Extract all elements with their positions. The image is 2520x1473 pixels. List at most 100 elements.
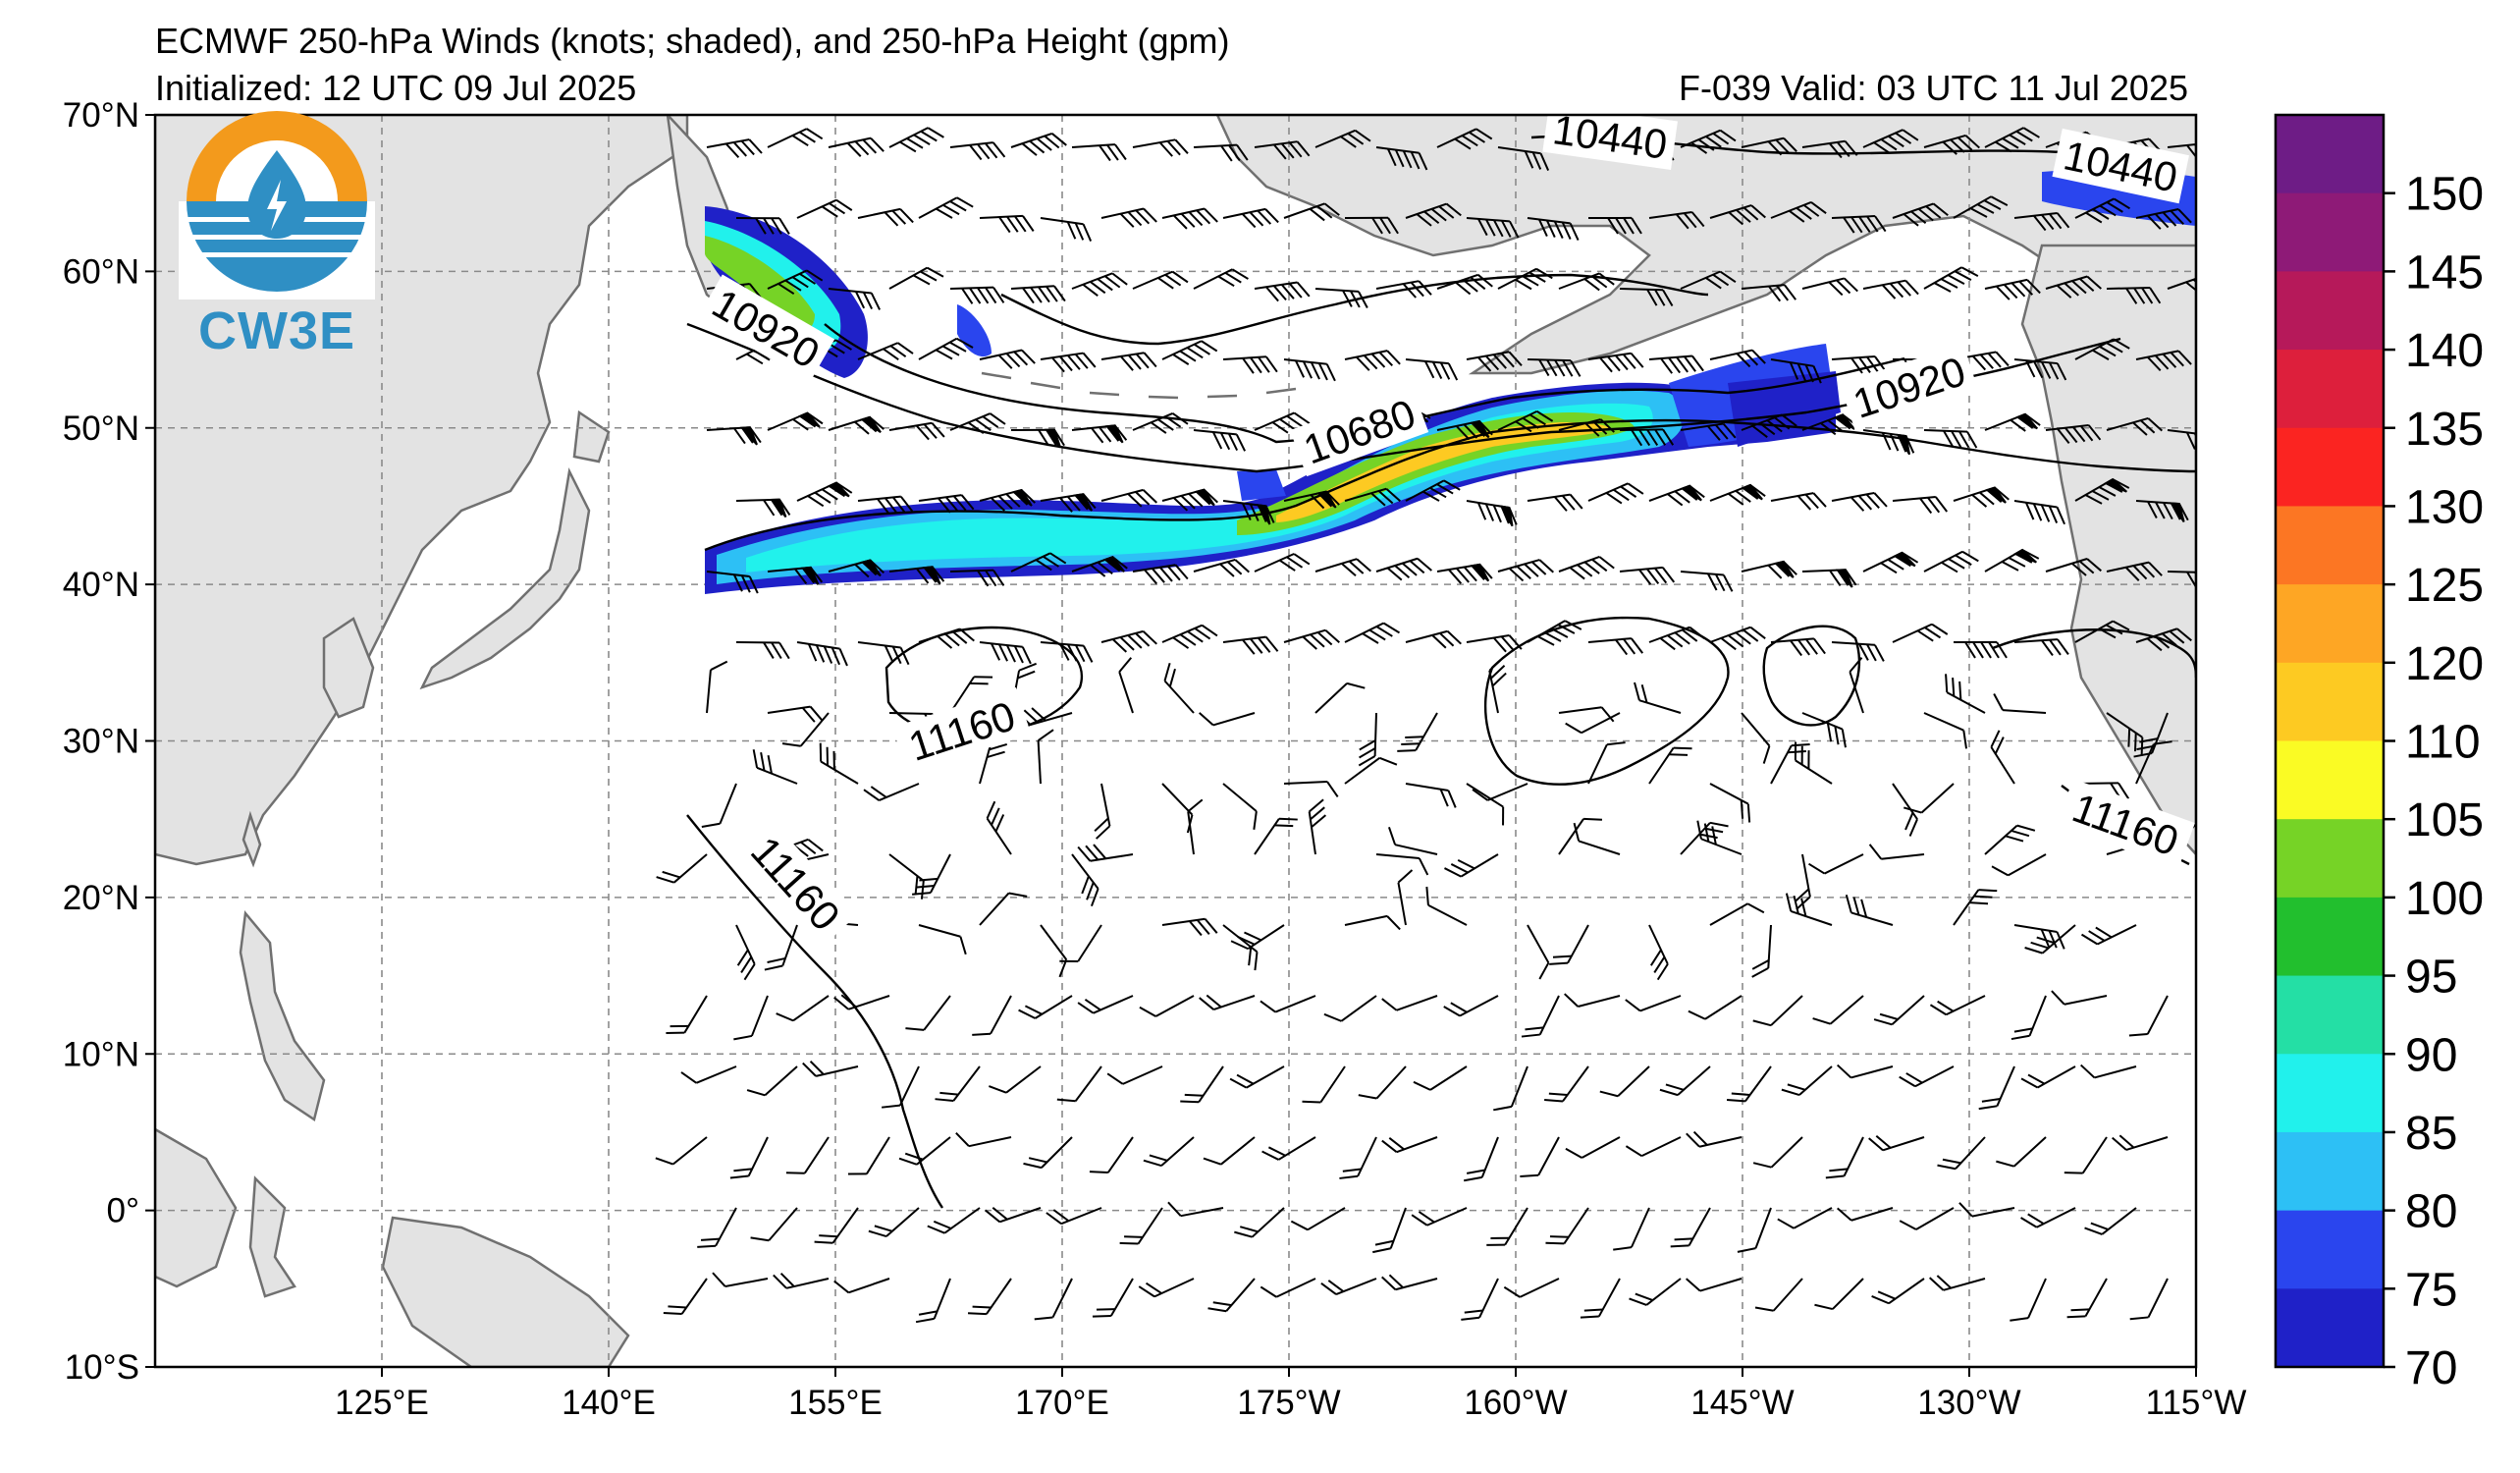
wind-barb [1193, 268, 1249, 290]
wind-barb [1161, 917, 1218, 937]
wind-barb [1558, 817, 1603, 855]
wind-barb [2074, 197, 2131, 224]
wind-barb [796, 481, 853, 508]
wind-barb [1411, 1207, 1468, 1227]
wind-barb [1862, 551, 1919, 574]
wind-barb [905, 995, 951, 1031]
lon-tick-label: 170°E [1015, 1384, 1109, 1422]
land-korea [322, 617, 375, 719]
wind-barb [979, 641, 1032, 665]
wind-barb [1545, 1207, 1589, 1245]
wind-barb [1254, 281, 1311, 302]
wind-barb [1161, 340, 1218, 365]
latitude-axis: 70°N 60°N 50°N 40°N 30°N 20°N 10°N 0° 10°S [63, 96, 155, 1387]
colorbar-tick-label: 95 [2405, 952, 2457, 1004]
wind-barb [1741, 712, 1771, 764]
wind-barb [1688, 995, 1743, 1020]
wind-barb [1892, 623, 1949, 643]
wind-barb [1648, 355, 1704, 374]
land-taiwan [241, 810, 262, 868]
wind-barb [2080, 1064, 2137, 1079]
wind-barb [1138, 1278, 1195, 1298]
wind-barb [1837, 1207, 1894, 1222]
wind-barb [1254, 817, 1298, 855]
wind-barb [1686, 1130, 1743, 1148]
colorbar-tick-label: 100 [2405, 873, 2484, 925]
wind-barb [1527, 493, 1583, 512]
wind-barb [1222, 635, 1279, 655]
wind-barb [1071, 272, 1128, 297]
colorbar-tick-label: 90 [2405, 1029, 2457, 1081]
jet-core-110kt [1276, 422, 1610, 522]
colorbar-bin [2276, 192, 2384, 272]
wind-barb [1892, 783, 1918, 837]
wind-barb [1587, 637, 1644, 656]
wind-barb [979, 892, 1028, 926]
wind-barb [1709, 626, 1766, 651]
wind-barb [1203, 1136, 1256, 1166]
wind-barb [1308, 798, 1327, 855]
wind-barb [1094, 783, 1111, 840]
wind-barb [706, 426, 762, 446]
wind-barb [1397, 869, 1414, 926]
wind-barb [2013, 500, 2065, 525]
wind-barb [1010, 552, 1067, 573]
contour-11160-d [1992, 628, 2196, 679]
wind-barb [1040, 924, 1068, 978]
wind-barb [828, 559, 885, 578]
wind-barb [2010, 1278, 2047, 1322]
wind-barb [1100, 352, 1157, 371]
wind-barb [814, 1207, 859, 1244]
wind-barb [915, 1278, 951, 1324]
wind-barb [1059, 924, 1102, 963]
wind-barb [1709, 204, 1766, 226]
wind-barb [1831, 355, 1887, 374]
land-north-america [2020, 244, 2196, 856]
wind-barb [1222, 783, 1258, 830]
wind-barb [1132, 138, 1189, 157]
wind-barb [1709, 902, 1765, 926]
wind-barb [1984, 824, 2036, 855]
wind-barb [918, 627, 975, 649]
wind-barb [1472, 783, 1528, 801]
wind-barb [746, 1065, 798, 1097]
wind-barb [1381, 1136, 1438, 1154]
wind-barb [955, 1131, 1012, 1148]
wind-barb [1461, 1278, 1499, 1321]
wind-barb [1741, 284, 1796, 302]
wind-barb [767, 705, 824, 723]
wind-barb [1619, 288, 1674, 307]
wind-barb [1254, 553, 1311, 573]
wind-barb [1497, 559, 1554, 582]
wind-barb [1464, 1136, 1499, 1182]
wind-barb [1737, 1207, 1772, 1253]
colorbar-tick-label: 145 [2405, 246, 2484, 299]
wind-barb [1984, 548, 2040, 573]
wind-barb [1106, 1065, 1163, 1085]
wind-barb [1996, 1136, 2047, 1168]
wind-barb [663, 1278, 708, 1315]
land-sulawesi [248, 1175, 296, 1298]
wind-barb [1945, 674, 1986, 714]
wind-barb [1488, 657, 1507, 714]
wind-barb [1034, 1278, 1073, 1321]
wind-barb [967, 1278, 1012, 1316]
wind-barb [1899, 1065, 1955, 1088]
wind-barb [2074, 338, 2130, 360]
wind-barb [1071, 555, 1128, 577]
wind-barb [1466, 500, 1518, 527]
wind-barb [1709, 783, 1751, 823]
wind-barb [1825, 1136, 1864, 1179]
lat-tick-label: 50°N [63, 409, 139, 448]
wind-barb [1549, 924, 1589, 965]
wind-barb [1077, 844, 1134, 862]
wind-barb [1372, 1207, 1407, 1254]
colorbar-tick-label: 140 [2405, 325, 2484, 377]
colorbar-bin [2276, 897, 2384, 977]
wind-barb [2106, 712, 2144, 756]
wind-barb [833, 994, 890, 1010]
wind-barb [750, 1207, 798, 1242]
logo-wave [187, 201, 367, 292]
wind-barb [1527, 358, 1582, 377]
wind-barb [1892, 202, 1949, 227]
